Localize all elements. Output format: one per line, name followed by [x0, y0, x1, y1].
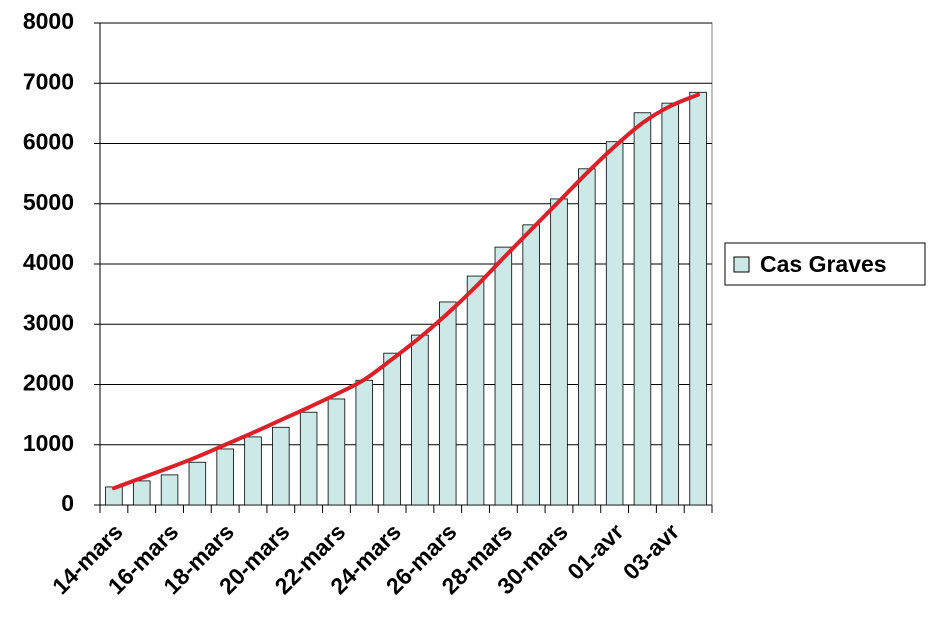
bar	[494, 246, 513, 506]
bar	[438, 301, 457, 506]
bar	[383, 352, 401, 506]
bar	[299, 411, 318, 506]
y-tick-label: 1000	[23, 430, 74, 456]
bar	[272, 426, 290, 506]
y-tick-label: 5000	[23, 189, 74, 215]
bar	[327, 398, 346, 506]
y-tick-label: 0	[61, 490, 74, 516]
y-tick-label: 2000	[23, 370, 74, 396]
bar	[411, 334, 429, 506]
legend-box	[724, 242, 926, 286]
y-tick-label: 4000	[23, 249, 74, 275]
bar	[216, 448, 234, 506]
bar	[355, 379, 374, 506]
bar	[466, 275, 485, 506]
y-tick-label: 8000	[23, 8, 74, 34]
bar	[160, 474, 179, 506]
bar	[633, 112, 652, 506]
bar	[550, 198, 568, 506]
x-tick-label: 01-avr	[562, 518, 628, 584]
trend-line	[111, 92, 701, 491]
bar	[578, 168, 596, 506]
bar	[132, 480, 151, 506]
x-tick-label: 03-avr	[618, 518, 684, 584]
bar	[522, 224, 540, 506]
bar	[605, 141, 624, 506]
bar	[661, 102, 680, 506]
y-tick-label: 6000	[23, 129, 74, 155]
y-tick-label: 3000	[23, 309, 74, 335]
bar	[188, 461, 207, 506]
legend-label: Cas Graves	[760, 251, 887, 277]
y-tick-label: 7000	[23, 68, 74, 94]
bar	[689, 91, 707, 506]
bar	[244, 436, 262, 506]
legend-swatch	[733, 256, 750, 273]
